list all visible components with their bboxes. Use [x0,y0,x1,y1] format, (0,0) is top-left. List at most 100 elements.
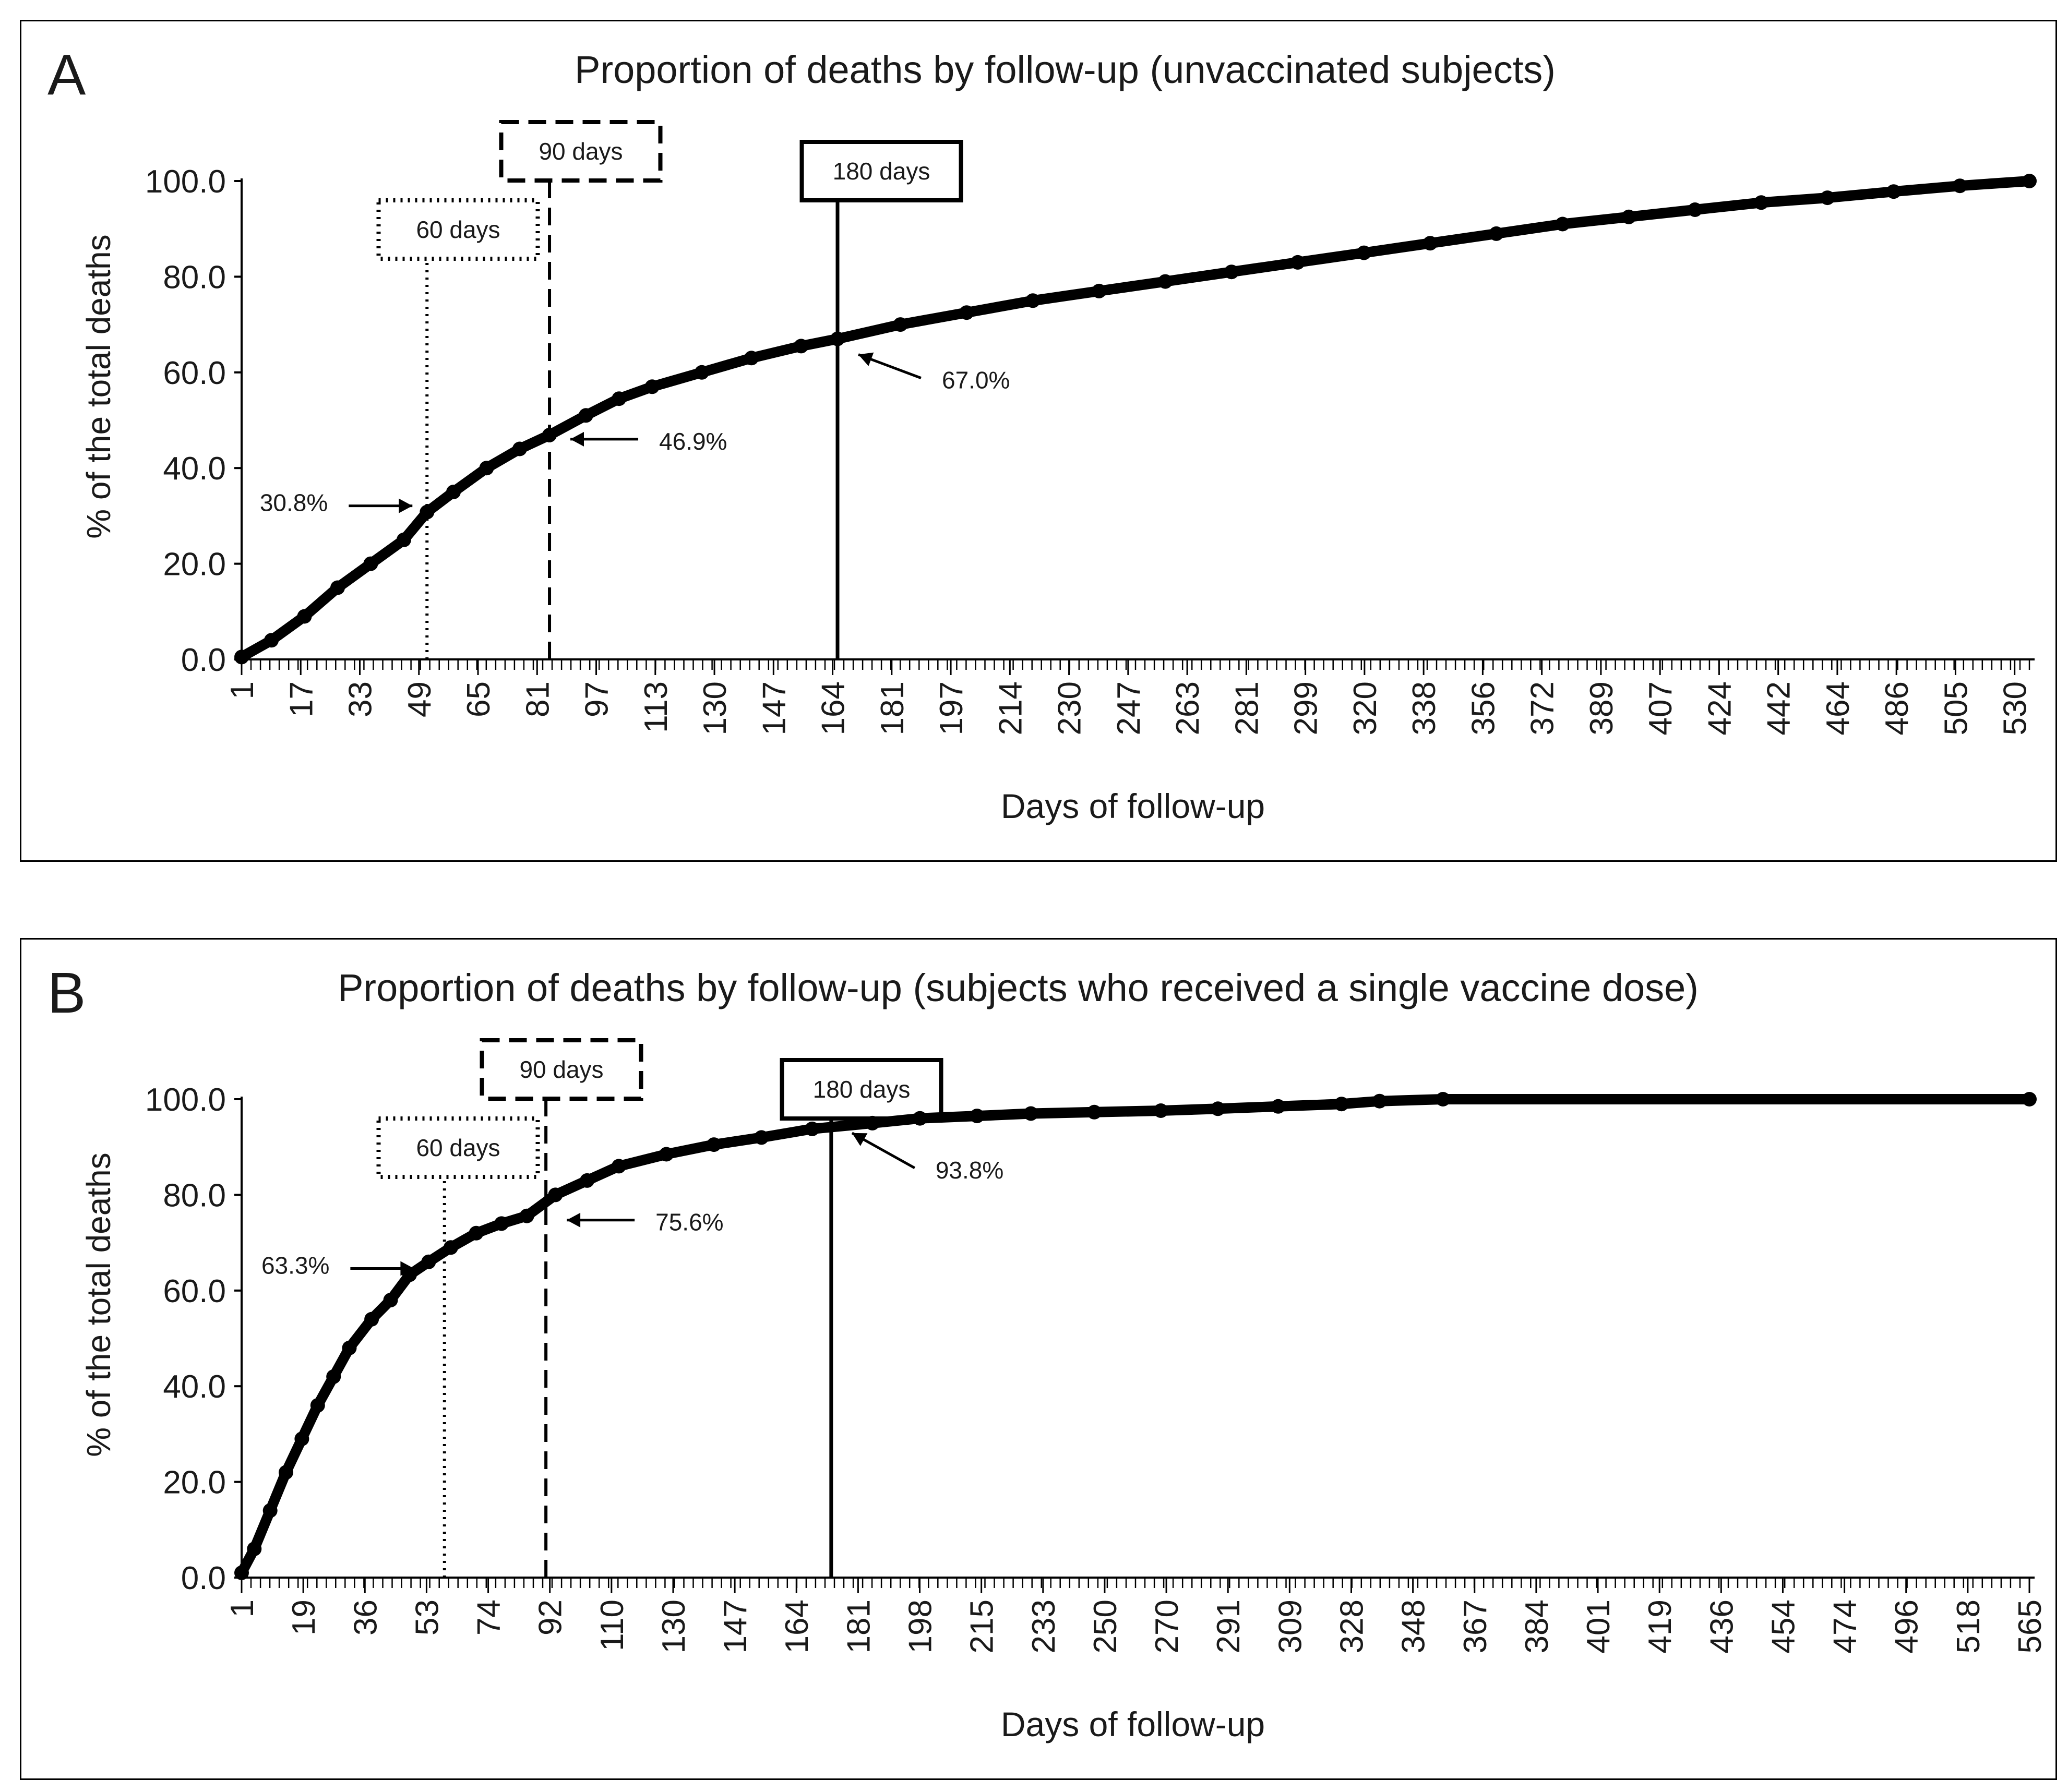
y-tick-label: 80.0 [163,259,226,295]
data-point [1153,1103,1168,1118]
x-tick-label: 92 [533,1599,569,1635]
data-point [1820,190,1835,206]
reference-label-box [799,140,963,202]
x-tick-label: 230 [1052,681,1088,735]
data-point [794,339,809,354]
x-tick-label: 518 [1951,1599,1987,1653]
x-tick-label: 442 [1761,681,1797,735]
x-tick-label: 97 [579,681,615,717]
annotation-label: 67.0% [942,367,1010,394]
x-tick-label: 198 [903,1599,939,1653]
data-point [1334,1097,1349,1112]
y-axis-label: % of the total deaths [80,234,117,539]
data-point [421,1254,436,1269]
panel-letter: A [47,43,86,107]
x-tick-label: 401 [1581,1599,1617,1653]
x-tick-label: 215 [964,1599,1000,1653]
x-tick-label: 247 [1111,681,1147,735]
data-point [1025,293,1041,308]
x-tick-label: 130 [697,681,733,735]
data-point [865,1115,880,1130]
data-point [548,1187,563,1202]
reference-label: 60 days [416,1134,500,1161]
x-tick-label: 328 [1334,1599,1370,1653]
data-point [512,441,527,456]
annotation-arrow-head [570,431,584,447]
x-tick-label: 389 [1584,681,1620,735]
x-tick-label: 33 [343,681,379,717]
x-tick-label: 113 [638,681,674,733]
x-axis-label: Days of follow-up [1001,1705,1265,1743]
data-point [1158,274,1173,289]
panel-letter: B [47,961,86,1025]
x-tick-label: 384 [1519,1599,1555,1653]
data-point [446,485,461,499]
x-tick-label: 505 [1938,681,1974,735]
data-point [912,1111,927,1126]
data-point [893,317,908,332]
annotation-label: 46.9% [659,428,727,455]
data-point [342,1340,357,1355]
chart-panel-b: B Proportion of deaths by follow-up (sub… [20,938,2057,1780]
x-tick-label: 49 [402,681,438,717]
x-tick-label: 1 [224,1599,260,1617]
data-point [326,1369,341,1384]
y-tick-label: 40.0 [163,1369,226,1405]
annotation-label: 30.8% [260,489,328,516]
data-point [297,609,312,624]
x-tick-label: 281 [1229,681,1265,735]
annotation-arrow-head [399,498,413,513]
y-axis-label: % of the total deaths [80,1152,117,1457]
x-tick-label: 299 [1288,681,1324,735]
data-point [2022,1092,2037,1107]
data-point [1423,236,1438,251]
y-tick-label: 0.0 [181,1560,226,1596]
data-point [578,408,593,423]
data-point [234,650,249,665]
x-tick-label: 338 [1406,681,1442,735]
data-point [1092,283,1107,298]
data-point [396,532,411,547]
chart-a: A Proportion of deaths by follow-up (unv… [47,43,2037,825]
annotation-arrow-head [858,352,874,366]
reference-label: 180 days [813,1076,911,1103]
x-tick-label: 270 [1149,1599,1185,1653]
x-tick-label: 197 [934,681,970,735]
data-point [479,461,494,476]
annotation-arrow-head [567,1212,581,1228]
x-tick-label: 263 [1170,681,1206,735]
x-tick-label: 53 [409,1599,445,1635]
data-point [659,1147,674,1162]
x-tick-label: 309 [1272,1599,1308,1653]
data-point [469,1225,484,1241]
data-point [247,1542,262,1556]
x-tick-label: 164 [816,681,852,735]
data-point [1688,202,1703,217]
x-tick-label: 530 [1998,681,2034,735]
data-point [542,427,557,442]
data-point [1271,1099,1286,1114]
chart-title: Proportion of deaths by follow-up (unvac… [575,48,1556,91]
data-point [1754,195,1769,210]
x-tick-label: 424 [1702,681,1738,735]
x-tick-label: 65 [461,681,497,717]
y-tick-label: 20.0 [163,547,226,583]
x-tick-label: 464 [1820,681,1856,735]
x-tick-label: 81 [520,681,556,717]
x-tick-label: 291 [1211,1599,1247,1653]
x-tick-label: 496 [1889,1599,1925,1653]
annotation-label: 75.6% [655,1209,723,1236]
y-tick-label: 40.0 [163,451,226,487]
x-minor-ticks [241,659,2030,670]
x-tick-label: 565 [2012,1599,2048,1653]
reference-label-box [376,1116,540,1179]
data-point [420,504,435,520]
x-tick-label: 17 [283,681,319,717]
annotation-label: 63.3% [261,1252,329,1279]
x-tick-label: 233 [1026,1599,1062,1653]
data-point [519,1208,534,1223]
data-point [1372,1093,1387,1109]
x-tick-label: 367 [1457,1599,1493,1653]
annotation-arrow-head [852,1133,868,1146]
chart-b: B Proportion of deaths by follow-up (sub… [47,961,2048,1743]
